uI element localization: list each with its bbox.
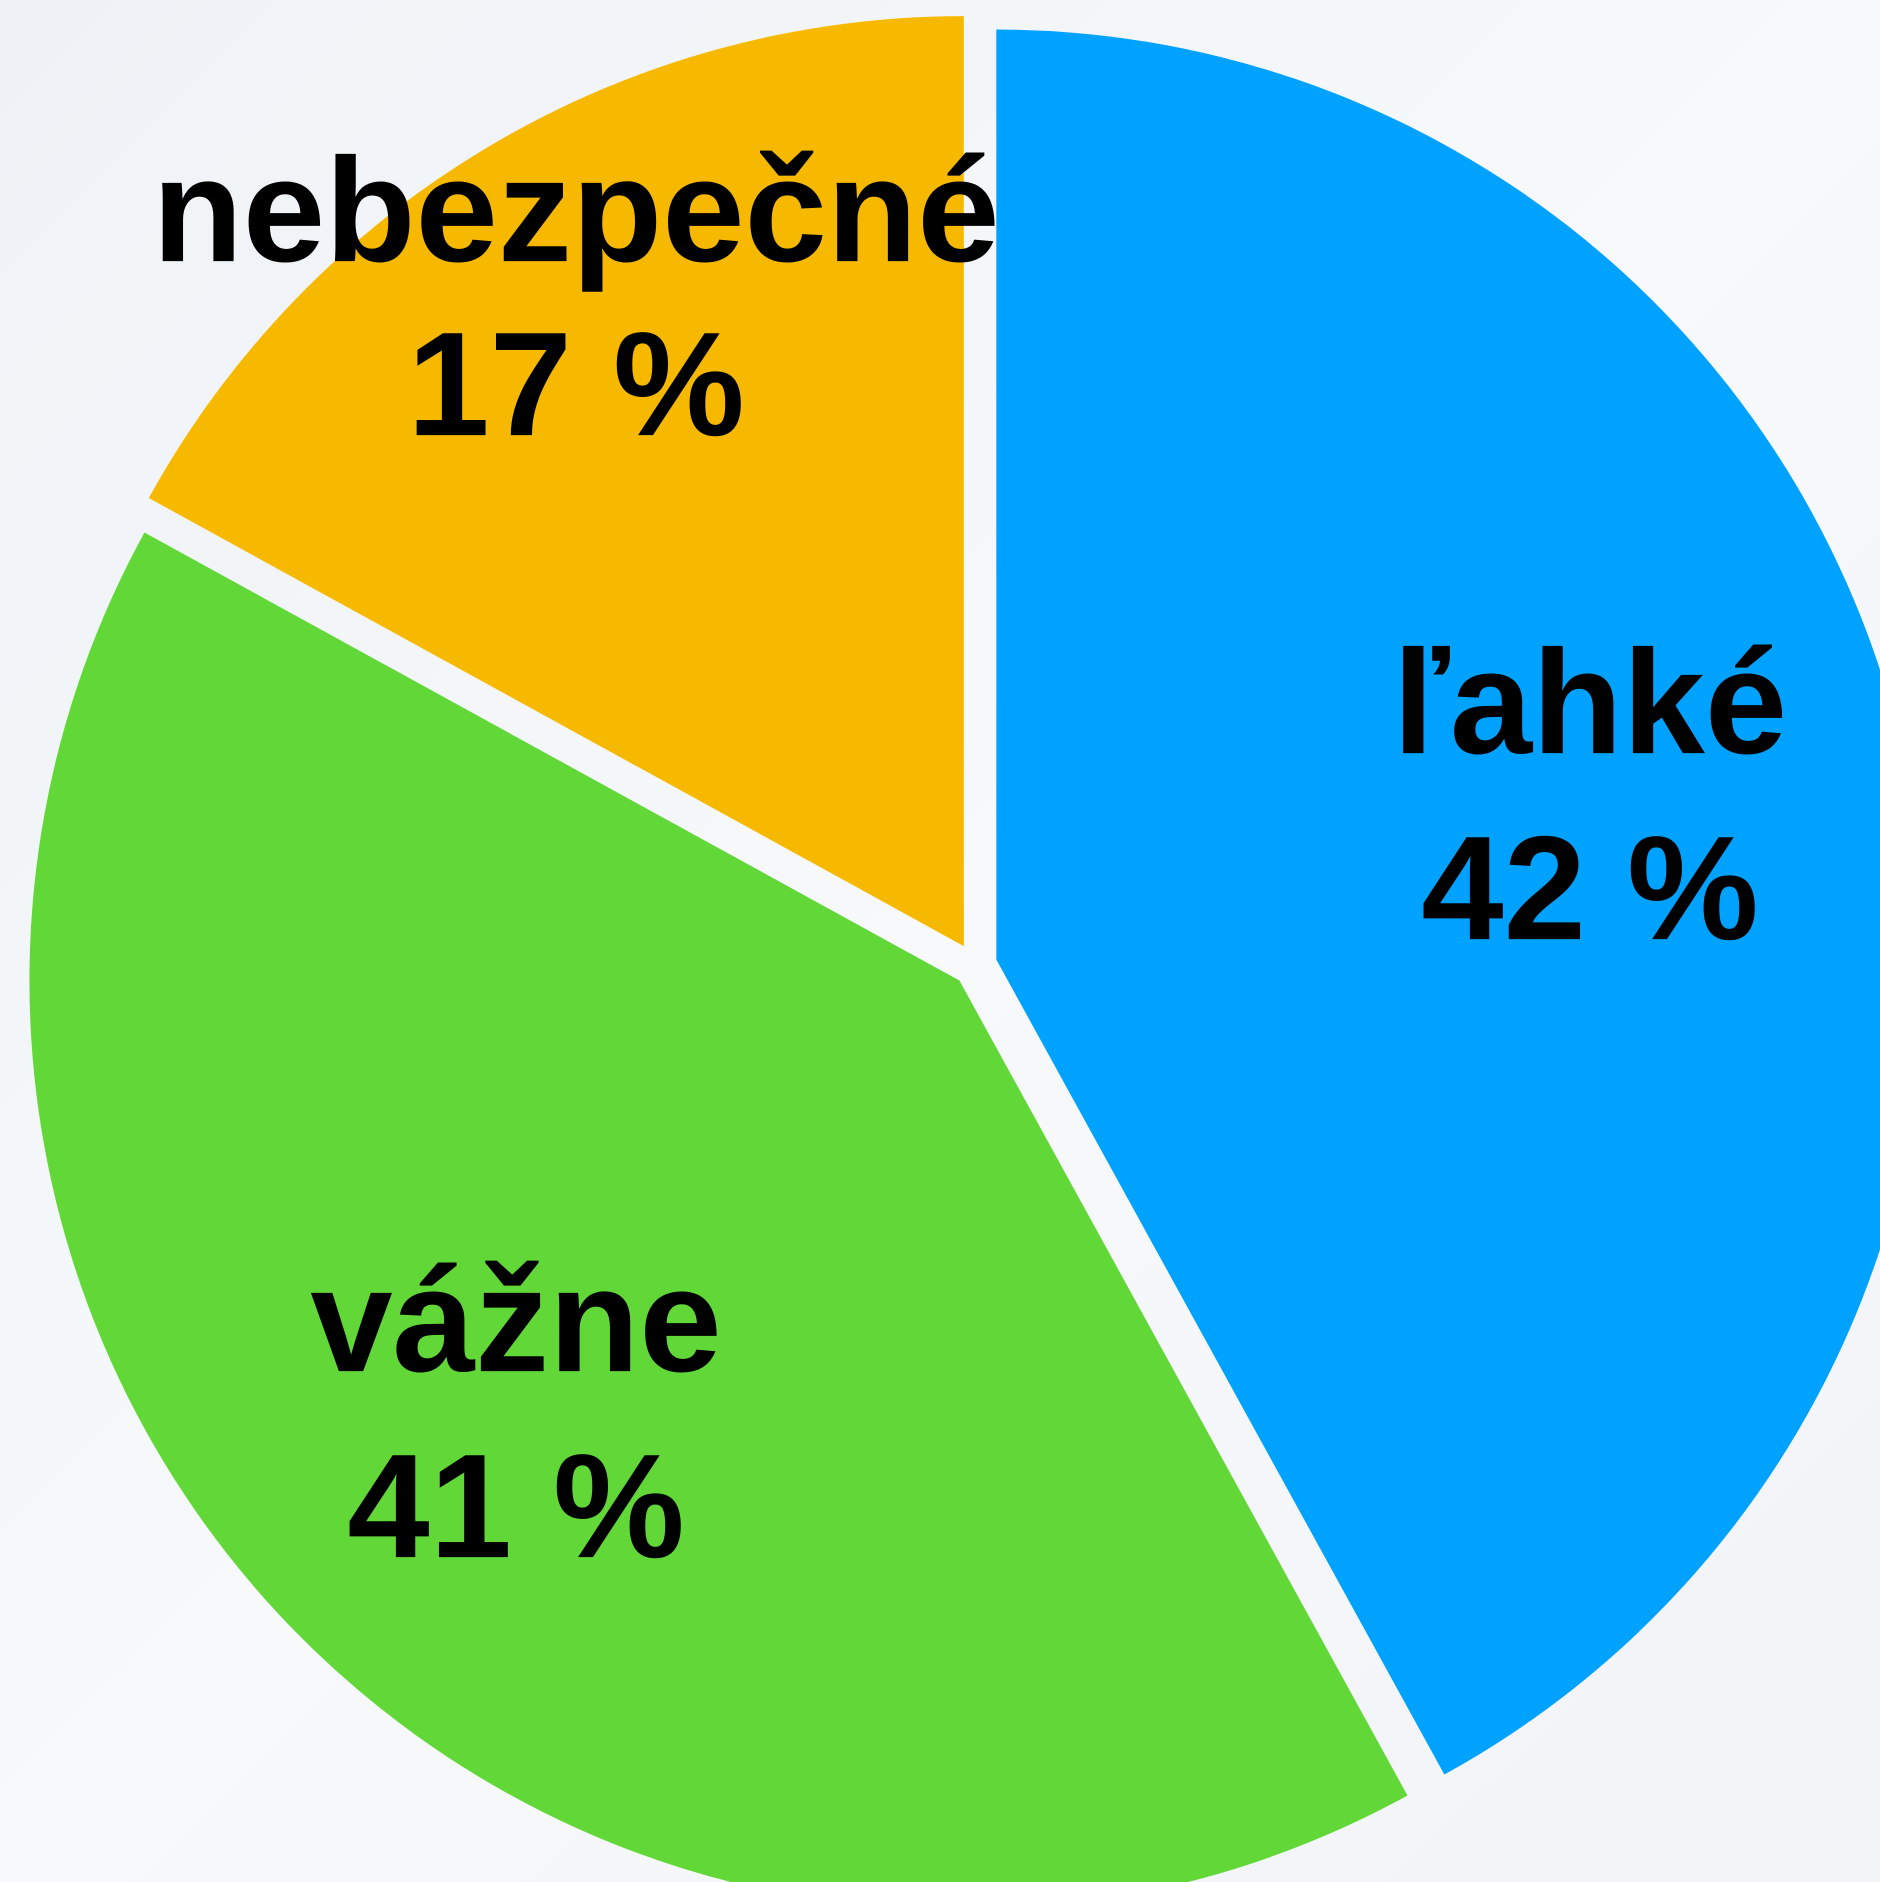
slice-value-label: 42 %	[1421, 806, 1758, 971]
slice-value-label: 17 %	[407, 302, 744, 467]
slice-value-label: 41 %	[347, 1424, 684, 1589]
slice-label: ľahké	[1393, 620, 1787, 785]
slice-label: nebezpečné	[152, 128, 999, 293]
pie-slice	[29, 532, 1408, 1882]
pie-slice	[148, 16, 964, 947]
slice-label: vážne	[310, 1238, 721, 1403]
pie	[29, 16, 1880, 1882]
pie-slice	[996, 29, 1880, 1775]
